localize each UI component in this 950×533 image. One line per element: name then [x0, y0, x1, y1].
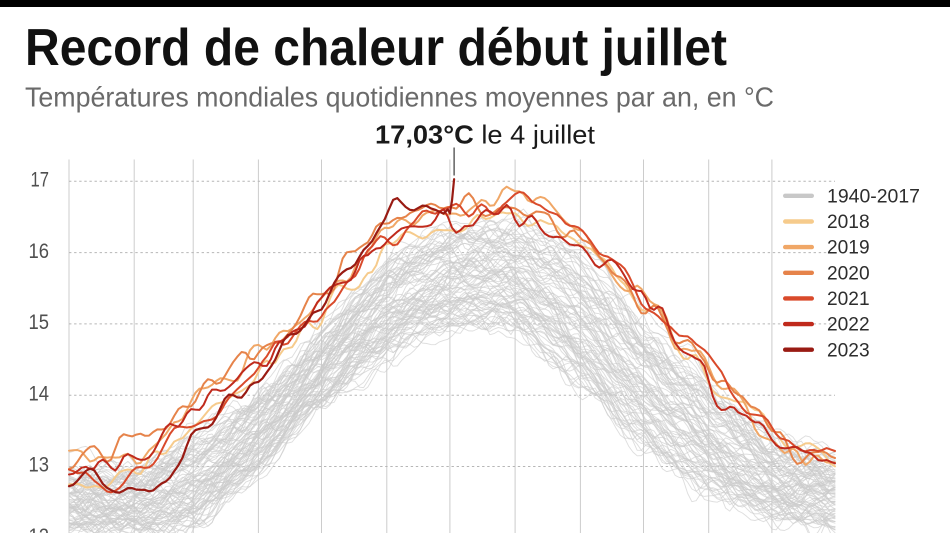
svg-text:1940-2017: 1940-2017 [827, 186, 920, 207]
svg-text:2023: 2023 [827, 340, 870, 361]
svg-text:17: 17 [31, 169, 50, 192]
svg-text:2020: 2020 [827, 263, 870, 284]
svg-text:13: 13 [29, 454, 50, 477]
svg-text:14: 14 [29, 382, 50, 405]
svg-text:2019: 2019 [827, 238, 870, 259]
svg-text:Températures mondiales quotidi: Températures mondiales quotidiennes moye… [25, 82, 774, 113]
svg-text:2018: 2018 [827, 212, 870, 233]
svg-text:12: 12 [29, 525, 50, 533]
svg-text:16: 16 [29, 240, 50, 263]
svg-text:17,03°C le 4 juillet: 17,03°C le 4 juillet [375, 120, 596, 150]
svg-text:15: 15 [29, 311, 50, 334]
svg-text:2022: 2022 [827, 315, 870, 336]
svg-text:Record de chaleur début juille: Record de chaleur début juillet [25, 19, 727, 77]
svg-text:2021: 2021 [827, 289, 870, 310]
